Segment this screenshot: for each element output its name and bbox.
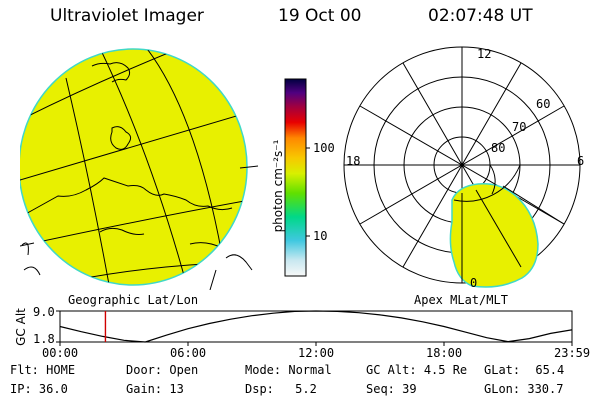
polar-panel-label: Apex MLat/MLT <box>414 293 508 307</box>
geo-panel-label: Geographic Lat/Lon <box>68 293 199 307</box>
mlt-label-12: 12 <box>477 47 492 61</box>
strip-xtick-1: 06:00 <box>170 346 207 360</box>
gc-alt-field: GC Alt: 4.5 Re <box>366 363 468 377</box>
mode-field: Mode: Normal <box>245 363 332 377</box>
strip-xtick-2: 12:00 <box>298 346 335 360</box>
color-scale-bar <box>284 78 310 277</box>
flt-field: Flt: HOME <box>10 363 76 377</box>
uv-emission-disk <box>20 48 248 286</box>
seq-value: 39 <box>402 382 417 396</box>
lat-label-70: 70 <box>512 120 527 134</box>
door-field: Door: Open <box>126 363 199 377</box>
mlt-label-18: 18 <box>346 154 361 168</box>
altitude-curve <box>59 310 572 343</box>
ip-value: 36.0 <box>38 382 68 396</box>
glon-value: 330.7 <box>527 382 564 396</box>
app-title: Ultraviolet Imager <box>50 6 204 26</box>
strip-xtick-4: 23:59 <box>554 346 591 360</box>
colorbar-tick-10: 10 <box>313 229 328 243</box>
strip-ylabel: GC Alt <box>14 308 28 346</box>
polar-plot <box>343 46 581 288</box>
strip-xtick-3: 18:00 <box>426 346 463 360</box>
strip-ytick-top: 9.0 <box>33 305 55 319</box>
gain-field: Gain: 13 <box>126 382 184 396</box>
dsp-value: 5.2 <box>295 382 317 396</box>
colorbar-unit-label: photon cm⁻²s⁻¹ <box>271 139 285 233</box>
geographic-image <box>20 48 259 290</box>
strip-xtick-0: 00:00 <box>42 346 79 360</box>
glat-value: 65.4 <box>535 363 565 377</box>
glon-field: GLon: 330.7 <box>484 382 564 396</box>
strip-ytick-bottom: 1.8 <box>33 332 55 346</box>
mlt-label-6: 6 <box>577 154 585 168</box>
altitude-strip-chart <box>56 310 573 346</box>
lat-label-60: 60 <box>536 97 551 111</box>
mlt-label-0: 0 <box>470 276 478 290</box>
door-value: Open <box>169 363 199 377</box>
ip-field: IP: 36.0 <box>10 382 68 396</box>
gc-alt-value: 4.5 Re <box>423 363 468 377</box>
colorbar-tick-100: 100 <box>313 141 335 155</box>
strip-frame <box>59 310 573 343</box>
time-label: 02:07:48 UT <box>428 6 533 26</box>
seq-field: Seq: 39 <box>366 382 417 396</box>
lat-label-80: 80 <box>491 141 506 155</box>
date-label: 19 Oct 00 <box>278 6 362 26</box>
auroral-oval-region <box>449 183 539 288</box>
dsp-field: Dsp: 5.2 <box>245 382 317 396</box>
glat-field: GLat: 65.4 <box>484 363 565 377</box>
mode-value: Normal <box>288 363 332 377</box>
flt-value: HOME <box>46 363 76 377</box>
gain-value: 13 <box>169 382 184 396</box>
